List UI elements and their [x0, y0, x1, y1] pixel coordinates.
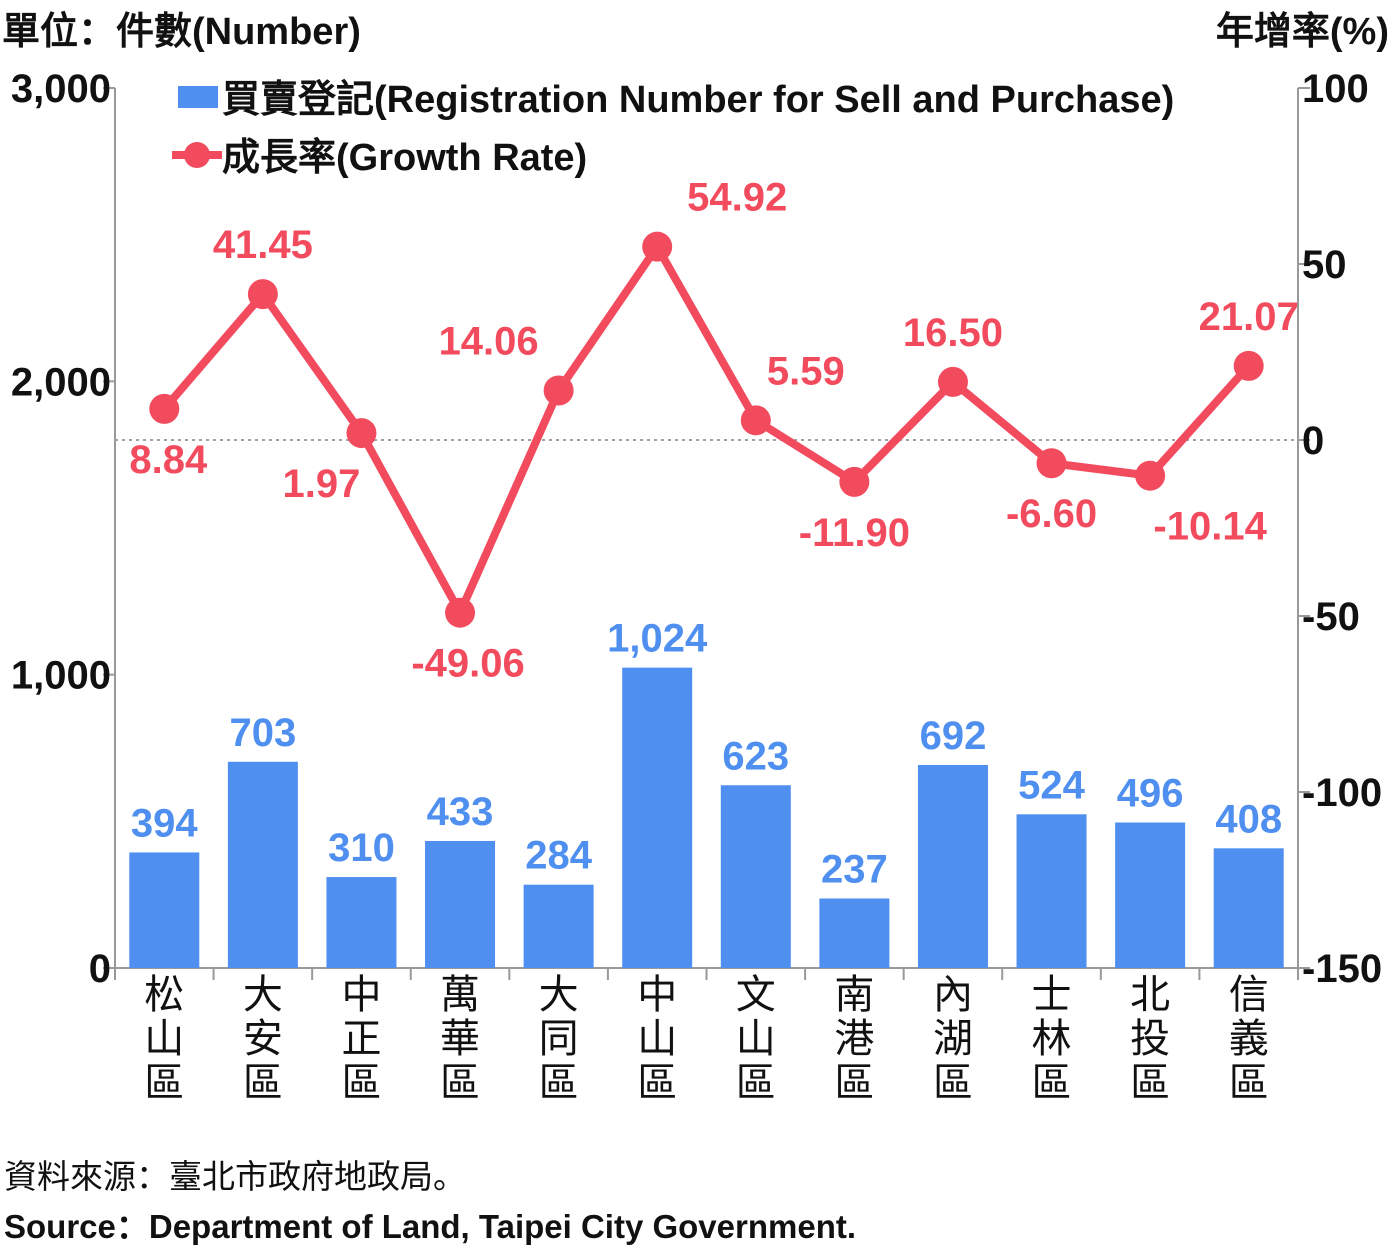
growth-rate-point-3 [445, 597, 476, 628]
right-axis-tick-label: -100 [1302, 771, 1382, 815]
growth-rate-point-9 [1036, 448, 1067, 479]
growth-value-label: 54.92 [687, 176, 787, 220]
left-axis-tick-label: 1,000 [11, 654, 111, 698]
growth-rate-point-0 [149, 393, 180, 424]
growth-value-label: -49.06 [411, 642, 524, 686]
category-label: 中山區 [637, 973, 677, 1105]
bar-value-label: 703 [230, 711, 297, 755]
right-axis-tick-label: 0 [1302, 419, 1324, 463]
bar-value-label: 692 [920, 714, 987, 758]
category-label: 大安區 [243, 973, 283, 1105]
bar-9 [1016, 814, 1087, 968]
bar-value-label: 524 [1018, 763, 1085, 807]
bar-value-label: 1,024 [607, 617, 708, 661]
legend-line-marker [184, 142, 210, 168]
left-axis-tick-label: 0 [89, 947, 111, 991]
category-label: 大同區 [539, 973, 579, 1105]
growth-value-label: 16.50 [903, 311, 1003, 355]
bar-4 [523, 884, 594, 968]
source-note-english: Source：Department of Land, Taipei City G… [4, 1208, 857, 1245]
bar-2 [326, 877, 397, 968]
left-axis-tick-label: 2,000 [11, 360, 111, 404]
growth-rate-point-2 [346, 418, 377, 449]
growth-rate-point-1 [247, 279, 278, 310]
category-label: 萬華區 [440, 973, 480, 1105]
bar-6 [720, 785, 791, 968]
growth-rate-line [161, 242, 1252, 617]
growth-rate-point-4 [543, 375, 574, 406]
growth-value-label: -10.14 [1153, 505, 1267, 549]
growth-value-label: 8.84 [129, 438, 208, 482]
growth-rate-point-10 [1135, 460, 1166, 491]
category-label: 信義區 [1229, 973, 1269, 1105]
growth-rate-point-5 [642, 231, 673, 262]
growth-value-label: 41.45 [213, 223, 313, 267]
bar-7 [819, 898, 890, 968]
growth-rate-point-6 [740, 405, 771, 436]
growth-value-label: -6.60 [1006, 492, 1097, 536]
growth-rate-point-7 [839, 466, 870, 497]
bar-8 [917, 765, 988, 968]
growth-value-label: -11.90 [799, 511, 910, 555]
bar-11 [1213, 848, 1284, 968]
growth-value-label: 21.07 [1199, 295, 1299, 339]
bar-value-label: 433 [427, 790, 494, 834]
left-axis-tick-label: 3,000 [11, 67, 111, 111]
category-label: 中正區 [341, 973, 381, 1105]
growth-value-label: 14.06 [439, 320, 539, 364]
bar-1 [227, 761, 298, 968]
bar-value-label: 394 [131, 801, 198, 845]
category-label: 士林區 [1032, 973, 1072, 1105]
bar-3 [425, 840, 496, 968]
left-axis-unit: 單位：件數(Number) [2, 11, 361, 53]
right-axis-unit: 年增率(%) [1215, 11, 1389, 53]
bar-5 [622, 667, 693, 968]
source-note-chinese: 資料來源：臺北市政府地政局。 [4, 1158, 466, 1195]
bar-value-label: 496 [1117, 772, 1184, 816]
category-label: 內湖區 [933, 973, 973, 1105]
bar-value-label: 310 [328, 826, 395, 870]
right-axis-tick-label: 100 [1302, 67, 1369, 111]
growth-value-label: 1.97 [283, 462, 361, 506]
right-axis-tick-label: -150 [1302, 947, 1382, 991]
legend-bar-swatch [178, 86, 218, 108]
bar-value-label: 623 [722, 734, 789, 778]
legend-bar-label: 買賣登記(Registration Number for Sell and Pu… [222, 79, 1174, 121]
bar-value-label: 237 [821, 847, 888, 891]
bar-value-label: 408 [1215, 797, 1282, 841]
growth-rate-point-11 [1233, 350, 1264, 381]
right-axis-tick-label: 50 [1302, 243, 1347, 287]
category-label: 南港區 [834, 973, 874, 1105]
bar-value-label: 284 [525, 834, 592, 878]
category-label: 北投區 [1130, 973, 1170, 1105]
bar-10 [1115, 822, 1186, 968]
right-axis-tick-label: -50 [1302, 595, 1360, 639]
growth-value-label: 5.59 [767, 349, 845, 393]
growth-rate-point-8 [937, 366, 968, 397]
category-label: 松山區 [144, 973, 184, 1105]
bar-0 [129, 852, 200, 968]
category-label: 文山區 [736, 973, 776, 1105]
legend-line-label: 成長率(Growth Rate) [222, 137, 587, 179]
